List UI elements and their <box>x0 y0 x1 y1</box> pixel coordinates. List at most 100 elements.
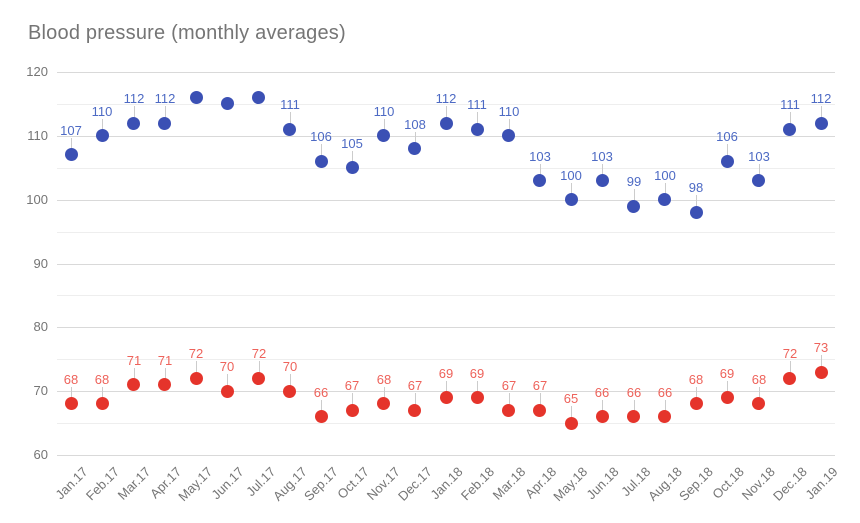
data-point-blue[interactable] <box>565 193 578 206</box>
label-stem <box>571 183 572 195</box>
label-stem <box>634 400 635 412</box>
data-point-red[interactable] <box>471 391 484 404</box>
data-point-blue[interactable] <box>377 129 390 142</box>
x-axis-tick-label: Oct.17 <box>334 464 372 502</box>
data-point-red[interactable] <box>533 404 546 417</box>
major-gridline <box>57 200 835 201</box>
data-point-label-red: 68 <box>63 372 79 387</box>
data-point-blue[interactable] <box>721 155 734 168</box>
data-point-red[interactable] <box>752 397 765 410</box>
data-point-blue[interactable] <box>315 155 328 168</box>
data-point-red[interactable] <box>283 385 296 398</box>
data-point-blue[interactable] <box>658 193 671 206</box>
x-axis-tick-label: Nov.17 <box>364 464 404 504</box>
x-axis-tick-label: Jan.17 <box>52 464 91 503</box>
data-point-red[interactable] <box>158 378 171 391</box>
data-point-blue[interactable] <box>502 129 515 142</box>
data-point-red[interactable] <box>190 372 203 385</box>
data-point-red[interactable] <box>565 417 578 430</box>
data-point-label-blue: 111 <box>280 97 300 112</box>
data-point-label-red: 68 <box>688 372 704 387</box>
data-point-blue[interactable] <box>158 117 171 130</box>
data-point-blue[interactable] <box>533 174 546 187</box>
data-point-label-blue: 108 <box>404 117 426 132</box>
data-point-label-red: 68 <box>94 372 110 387</box>
data-point-blue[interactable] <box>408 142 421 155</box>
data-point-label-red: 69 <box>438 366 454 381</box>
data-point-red[interactable] <box>596 410 609 423</box>
major-gridline <box>57 264 835 265</box>
x-axis-tick-label: Dec.17 <box>394 464 435 504</box>
data-point-red[interactable] <box>346 404 359 417</box>
data-point-red[interactable] <box>690 397 703 410</box>
label-stem <box>290 112 291 124</box>
data-point-blue[interactable] <box>252 91 265 104</box>
data-point-blue[interactable] <box>752 174 765 187</box>
data-point-blue[interactable] <box>283 123 296 136</box>
data-point-red[interactable] <box>783 372 796 385</box>
data-point-red[interactable] <box>815 366 828 379</box>
data-point-red[interactable] <box>721 391 734 404</box>
data-point-blue[interactable] <box>627 200 640 213</box>
data-point-red[interactable] <box>252 372 265 385</box>
data-point-label-red: 67 <box>344 378 360 393</box>
data-point-red[interactable] <box>221 385 234 398</box>
data-point-blue[interactable] <box>471 123 484 136</box>
data-point-red[interactable] <box>377 397 390 410</box>
data-point-blue[interactable] <box>190 91 203 104</box>
x-axis-tick-label: Jan.19 <box>802 464 841 503</box>
data-point-label-red: 67 <box>501 378 517 393</box>
data-point-blue[interactable] <box>815 117 828 130</box>
data-point-label-red: 66 <box>313 385 329 400</box>
data-point-label-blue: 112 <box>435 91 457 106</box>
x-axis-tick-label: Jan.18 <box>427 464 466 503</box>
data-point-blue[interactable] <box>346 161 359 174</box>
label-stem <box>540 393 541 405</box>
data-point-blue[interactable] <box>783 123 796 136</box>
data-point-blue[interactable] <box>596 174 609 187</box>
data-point-label-blue: 112 <box>154 91 176 106</box>
label-stem <box>196 361 197 373</box>
data-point-red[interactable] <box>502 404 515 417</box>
data-point-red[interactable] <box>627 410 640 423</box>
label-stem <box>665 183 666 195</box>
x-axis-tick-label: Mar.18 <box>489 464 529 503</box>
data-point-label-red: 71 <box>126 353 142 368</box>
data-point-label-red: 73 <box>813 340 829 355</box>
data-point-label-red: 72 <box>782 346 798 361</box>
x-axis-tick-label: Sep.18 <box>675 464 716 504</box>
data-point-label-red: 70 <box>219 359 235 374</box>
data-point-red[interactable] <box>96 397 109 410</box>
label-stem <box>509 393 510 405</box>
label-stem <box>102 387 103 399</box>
x-axis-tick-label: Aug.17 <box>269 464 310 504</box>
minor-gridline <box>57 104 835 105</box>
data-point-red[interactable] <box>440 391 453 404</box>
label-stem <box>477 112 478 124</box>
data-point-blue[interactable] <box>65 148 78 161</box>
data-point-label-red: 70 <box>282 359 298 374</box>
label-stem <box>602 164 603 176</box>
data-point-blue[interactable] <box>96 129 109 142</box>
data-point-label-red: 69 <box>469 366 485 381</box>
x-axis-tick-label: Jun.18 <box>583 464 622 503</box>
data-point-blue[interactable] <box>440 117 453 130</box>
data-point-label-blue: 105 <box>341 136 363 151</box>
major-gridline <box>57 136 835 137</box>
data-point-label-blue: 107 <box>60 123 82 138</box>
data-point-blue[interactable] <box>690 206 703 219</box>
data-point-red[interactable] <box>658 410 671 423</box>
data-point-red[interactable] <box>65 397 78 410</box>
data-point-label-blue: 110 <box>498 104 520 119</box>
label-stem <box>134 368 135 380</box>
data-point-red[interactable] <box>127 378 140 391</box>
label-stem <box>71 138 72 150</box>
data-point-red[interactable] <box>315 410 328 423</box>
data-point-blue[interactable] <box>127 117 140 130</box>
label-stem <box>227 374 228 386</box>
data-point-red[interactable] <box>408 404 421 417</box>
minor-gridline <box>57 232 835 233</box>
x-axis-tick-label: Feb.17 <box>82 464 122 504</box>
data-point-blue[interactable] <box>221 97 234 110</box>
